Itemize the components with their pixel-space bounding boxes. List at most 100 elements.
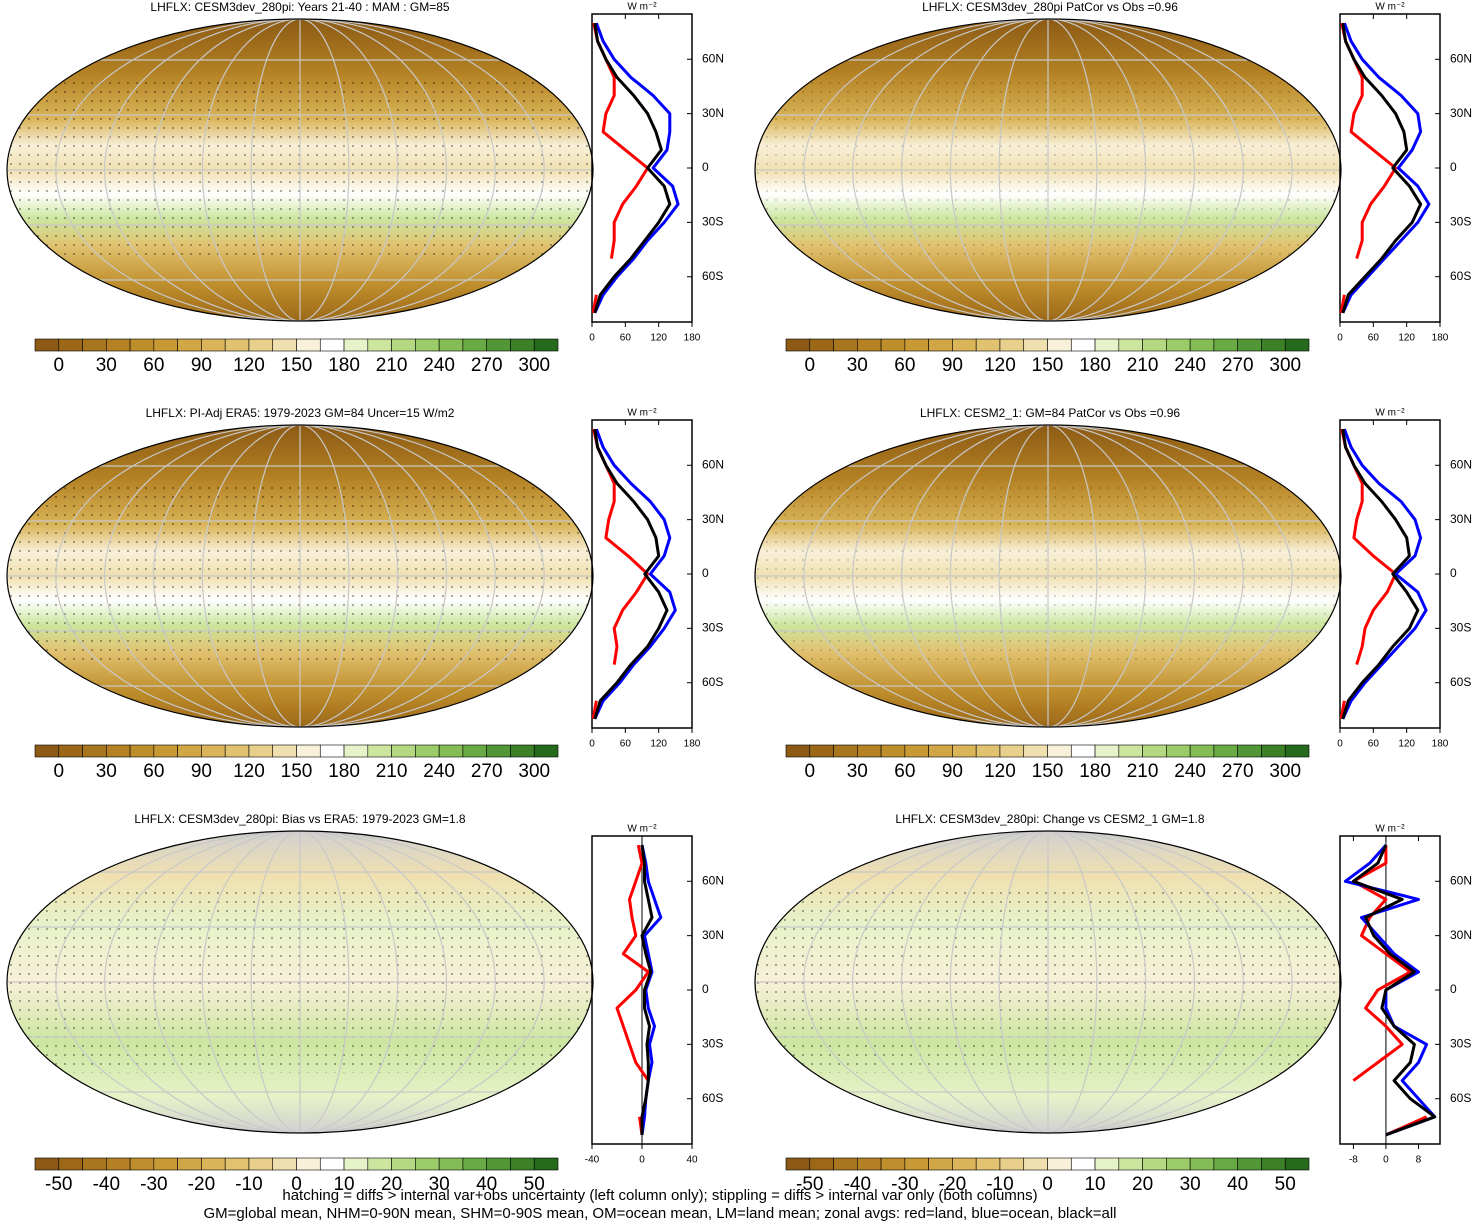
colorbar-box xyxy=(1142,1157,1167,1171)
map-title: LHFLX: CESM3dev_280pi PatCor vs Obs =0.9… xyxy=(922,0,1178,14)
colorbar-box xyxy=(1047,338,1072,352)
y-tick-label: 60S xyxy=(1450,1091,1471,1105)
zonal-line xyxy=(1351,844,1437,1137)
zonal-line xyxy=(593,22,672,314)
colorbar-label: 150 xyxy=(281,355,313,376)
footnote: hatching = diffs > internal var+obs unce… xyxy=(282,1187,1037,1204)
colorbar-box xyxy=(34,338,60,352)
colorbar-box xyxy=(391,338,416,352)
colorbar-box xyxy=(177,338,202,352)
colorbar-box xyxy=(391,744,416,758)
colorbar-box xyxy=(880,1157,906,1171)
colorbar-box xyxy=(1118,338,1143,352)
colorbar-box xyxy=(177,1157,202,1171)
colorbar-box xyxy=(1213,338,1238,352)
colorbar-label: 30 xyxy=(429,1174,450,1195)
y-tick-label: 60N xyxy=(702,873,724,887)
colorbar-box xyxy=(1261,338,1286,352)
colorbar-label: -30 xyxy=(891,1174,918,1195)
colorbar-box xyxy=(438,744,464,758)
map-outline xyxy=(6,424,594,728)
colorbar-box xyxy=(857,744,882,758)
x-tick-label: 120 xyxy=(650,333,667,344)
colorbar-box xyxy=(224,744,250,758)
colorbar-label: 210 xyxy=(1127,355,1159,376)
map xyxy=(7,19,593,321)
colorbar-label: 90 xyxy=(191,355,212,376)
x-tick-label: 180 xyxy=(684,333,701,344)
colorbar-label: 50 xyxy=(524,1174,545,1195)
colorbar-box xyxy=(809,338,834,352)
colorbar-box xyxy=(928,1157,953,1171)
colorbar-box xyxy=(1284,744,1310,758)
colorbar-box xyxy=(343,1157,369,1171)
colorbar-box xyxy=(904,1157,929,1171)
colorbar-box xyxy=(952,1157,977,1171)
y-tick-label: 60S xyxy=(702,269,723,283)
colorbar-box xyxy=(533,744,559,758)
colorbar-box xyxy=(224,1157,250,1171)
colorbar-label: -50 xyxy=(796,1174,823,1195)
colorbar-label: 90 xyxy=(942,355,963,376)
colorbar-box xyxy=(533,1157,559,1171)
colorbar-label: 240 xyxy=(423,355,455,376)
colorbar-box xyxy=(1142,338,1167,352)
colorbar-box xyxy=(486,1157,511,1171)
colorbar-box xyxy=(462,744,487,758)
map-outline xyxy=(754,18,1342,322)
colorbar-box xyxy=(201,1157,226,1171)
colorbar-box xyxy=(272,1157,297,1171)
zonal-line xyxy=(1341,428,1420,720)
colorbar-label: 30 xyxy=(1180,1174,1201,1195)
y-tick-label: 60N xyxy=(1450,873,1472,887)
colorbar-label: 60 xyxy=(894,761,915,782)
colorbar-box xyxy=(1023,744,1048,758)
y-tick-label: 30N xyxy=(702,512,724,526)
map-title: LHFLX: PI-Adj ERA5: 1979-2023 GM=84 Unce… xyxy=(146,406,455,420)
colorbar-box xyxy=(928,338,953,352)
map-outline xyxy=(6,830,594,1134)
y-tick-label: 0 xyxy=(702,566,709,580)
colorbar-label: 240 xyxy=(1174,355,1206,376)
colorbar-box xyxy=(785,1157,811,1171)
colorbar-box xyxy=(1047,1157,1072,1171)
colorbar-box xyxy=(58,338,83,352)
x-tick-label: 40 xyxy=(686,1155,698,1166)
colorbar-box xyxy=(857,338,882,352)
colorbar-box xyxy=(438,1157,464,1171)
colorbar-box xyxy=(296,744,321,758)
y-tick-label: 30N xyxy=(702,106,724,120)
x-tick-label: 0 xyxy=(589,333,595,344)
y-tick-label: 60S xyxy=(702,675,723,689)
y-tick-label: 60S xyxy=(1450,269,1471,283)
colorbar-label: 30 xyxy=(96,355,117,376)
colorbar-box xyxy=(248,338,274,352)
colorbar-box xyxy=(952,338,977,352)
colorbar-box xyxy=(1070,1157,1096,1171)
colorbar-box xyxy=(975,1157,1001,1171)
colorbar-box xyxy=(1166,1157,1191,1171)
colorbar-label: 40 xyxy=(1227,1174,1248,1195)
colorbar-box xyxy=(296,1157,321,1171)
zonal-line xyxy=(640,844,654,1135)
colorbar-label: 50 xyxy=(1275,1174,1296,1195)
colorbar-box xyxy=(928,744,953,758)
colorbar-box xyxy=(367,744,392,758)
zonal-unit: W m⁻² xyxy=(1375,824,1405,835)
y-tick-label: 30N xyxy=(1450,512,1472,526)
colorbar-box xyxy=(82,744,107,758)
colorbar-label: 90 xyxy=(191,761,212,782)
colorbar-box xyxy=(904,338,929,352)
colorbar-box xyxy=(1284,338,1310,352)
colorbar-label: -50 xyxy=(45,1174,72,1195)
colorbar-box xyxy=(34,1157,60,1171)
y-tick-label: 30S xyxy=(702,215,723,229)
colorbar-label: 90 xyxy=(942,761,963,782)
colorbar-box xyxy=(272,744,297,758)
colorbar-box xyxy=(153,744,178,758)
colorbar-box xyxy=(1094,338,1120,352)
colorbar-label: 180 xyxy=(328,355,360,376)
colorbar-box xyxy=(367,1157,392,1171)
colorbar-box xyxy=(415,338,440,352)
